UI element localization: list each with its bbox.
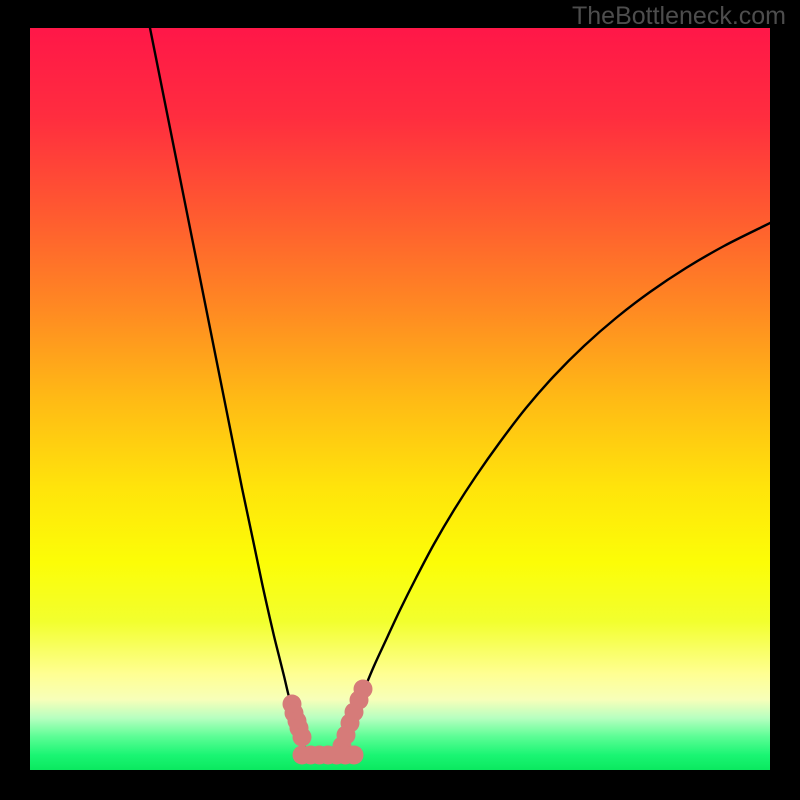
chart-frame: TheBottleneck.com <box>0 0 800 800</box>
bottleneck-chart <box>0 0 800 800</box>
overlay-dot <box>293 728 312 747</box>
overlay-dot <box>354 680 373 699</box>
watermark-text: TheBottleneck.com <box>572 2 786 31</box>
overlay-dot <box>345 746 364 765</box>
plot-background <box>30 28 770 770</box>
